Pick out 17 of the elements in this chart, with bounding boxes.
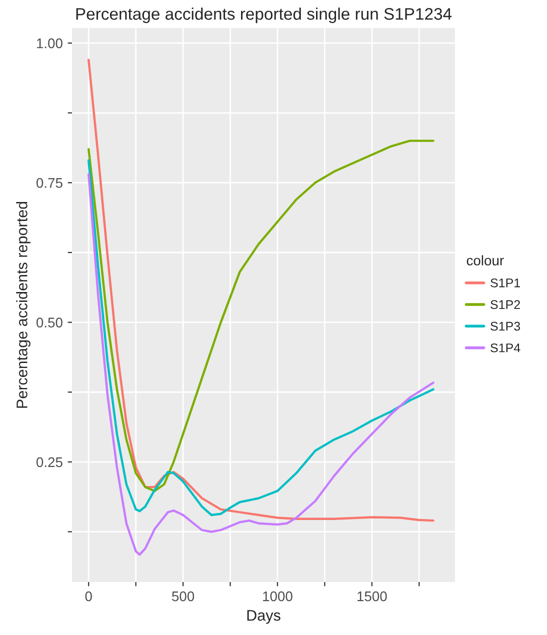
chart-title: Percentage accidents reported single run S1P1234: [76, 8, 452, 24]
y-axis-title: Percentage accidents reported: [16, 202, 30, 408]
y-tick-label: 0.25: [36, 457, 62, 468]
x-tick-label: 1500: [358, 591, 387, 602]
x-tick-label: 1000: [263, 591, 292, 602]
y-tick-label: 0.50: [36, 318, 62, 328]
legend-label: S1P1: [490, 278, 520, 288]
x-tick-label: 500: [172, 591, 194, 602]
y-tick-label: 1.00: [37, 38, 62, 48]
x-tick-label: 0: [85, 591, 92, 602]
legend-label: S1P3: [490, 322, 520, 331]
x-axis-title: Days: [247, 610, 280, 624]
line-series: [88, 58, 434, 522]
legend-title: colour: [466, 255, 504, 266]
legend-label: S1P4: [490, 343, 520, 352]
legend-label: S1P2: [490, 300, 520, 310]
y-tick-label: 0.75: [36, 178, 62, 188]
